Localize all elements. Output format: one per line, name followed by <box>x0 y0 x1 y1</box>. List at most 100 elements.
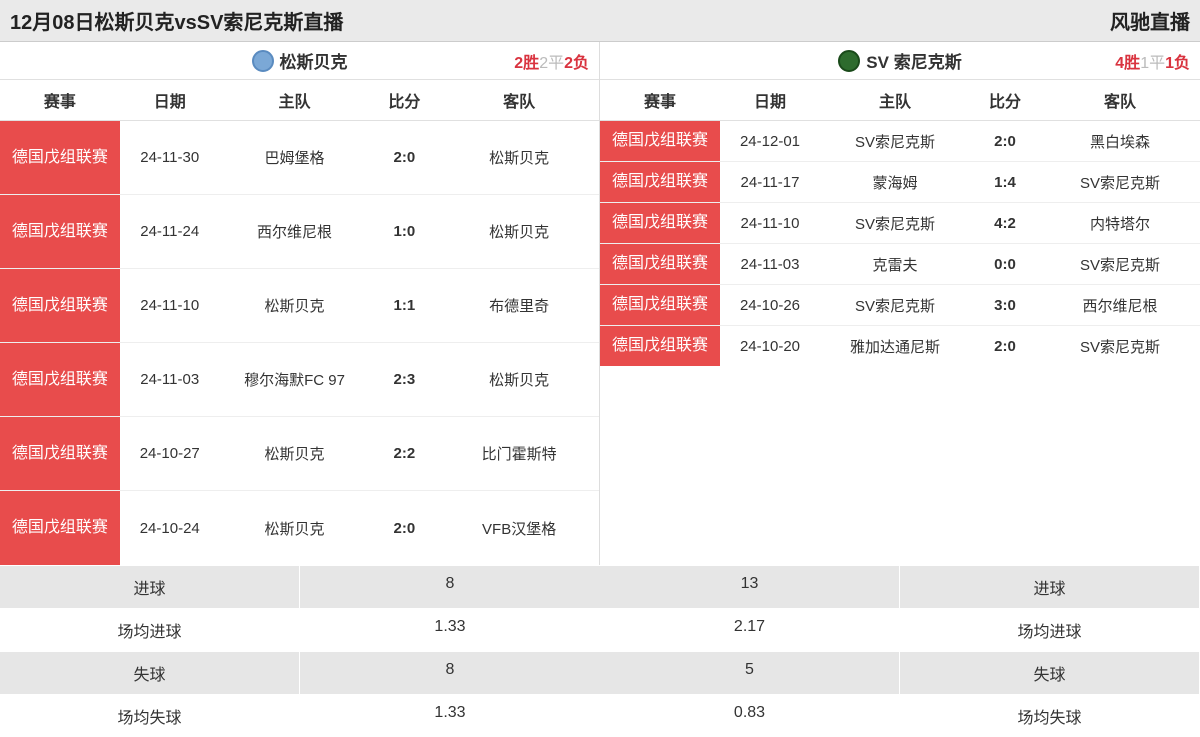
match-competition: 德国戊组联赛 <box>0 269 120 342</box>
stat-label-conceded: 失球 <box>0 652 300 694</box>
col-date-header: 日期 <box>120 80 220 120</box>
match-away-team: 松斯贝克 <box>439 195 599 268</box>
col-home-header: 主队 <box>820 80 970 120</box>
left-wins: 2胜 <box>514 55 539 72</box>
match-score: 3:0 <box>970 285 1040 325</box>
col-date-header: 日期 <box>720 80 820 120</box>
match-date: 24-11-03 <box>720 244 820 284</box>
right-team-header: SV 索尼克斯 4胜1平1负 <box>600 42 1200 80</box>
match-competition: 德国戊组联赛 <box>0 491 120 565</box>
match-row[interactable]: 德国戊组联赛24-11-10松斯贝克1:1布德里奇 <box>0 269 599 343</box>
match-away-team: SV索尼克斯 <box>1040 162 1200 202</box>
match-home-team: 西尔维尼根 <box>220 195 370 268</box>
stat-left-avg-goals: 1.33 <box>300 609 600 651</box>
match-home-team: 雅加达通尼斯 <box>820 326 970 366</box>
match-competition: 德国戊组联赛 <box>600 326 720 366</box>
match-score: 1:4 <box>970 162 1040 202</box>
match-row[interactable]: 德国戊组联赛24-11-17蒙海姆1:4SV索尼克斯 <box>600 162 1200 203</box>
stat-row-goals: 进球 8 <box>0 565 600 608</box>
stat-right-conceded: 5 <box>600 652 900 694</box>
match-away-team: 内特塔尔 <box>1040 203 1200 243</box>
stats-left: 进球 8 场均进球 1.33 失球 8 场均失球 1.33 <box>0 565 600 737</box>
stats-section: 进球 8 场均进球 1.33 失球 8 场均失球 1.33 13 进球 2.17… <box>0 565 1200 737</box>
match-home-team: SV索尼克斯 <box>820 285 970 325</box>
left-team-logo-icon <box>252 50 274 72</box>
match-score: 1:1 <box>369 269 439 342</box>
stat-label-avg-conceded: 场均失球 <box>900 695 1200 737</box>
match-row[interactable]: 德国戊组联赛24-12-01SV索尼克斯2:0黑白埃森 <box>600 121 1200 162</box>
match-date: 24-11-10 <box>720 203 820 243</box>
right-table-header: 赛事 日期 主队 比分 客队 <box>600 80 1200 121</box>
match-score: 2:2 <box>369 417 439 490</box>
match-home-team: 松斯贝克 <box>220 417 370 490</box>
col-away-header: 客队 <box>1040 80 1200 120</box>
stat-label-avg-goals: 场均进球 <box>0 609 300 651</box>
stat-label-conceded: 失球 <box>900 652 1200 694</box>
right-team-logo-icon <box>838 50 860 72</box>
match-score: 1:0 <box>369 195 439 268</box>
match-away-team: 西尔维尼根 <box>1040 285 1200 325</box>
stat-right-avg-conceded: 0.83 <box>600 695 900 737</box>
page-header: 12月08日松斯贝克vsSV索尼克斯直播 风驰直播 <box>0 0 1200 42</box>
match-away-team: 松斯贝克 <box>439 121 599 194</box>
match-home-team: 克雷夫 <box>820 244 970 284</box>
match-date: 24-11-17 <box>720 162 820 202</box>
stat-left-conceded: 8 <box>300 652 600 694</box>
stat-label-avg-conceded: 场均失球 <box>0 695 300 737</box>
match-home-team: 巴姆堡格 <box>220 121 370 194</box>
match-away-team: 松斯贝克 <box>439 343 599 416</box>
col-score-header: 比分 <box>369 80 439 120</box>
stat-row-avg-conceded: 场均失球 1.33 <box>0 694 600 737</box>
stats-right: 13 进球 2.17 场均进球 5 失球 0.83 场均失球 <box>600 565 1200 737</box>
stat-row-avg-conceded: 0.83 场均失球 <box>600 694 1200 737</box>
stat-left-avg-conceded: 1.33 <box>300 695 600 737</box>
right-draws: 1平 <box>1140 55 1165 72</box>
match-home-team: 松斯贝克 <box>220 269 370 342</box>
stat-row-conceded: 5 失球 <box>600 651 1200 694</box>
match-date: 24-11-10 <box>120 269 220 342</box>
col-away-header: 客队 <box>439 80 599 120</box>
stat-row-avg-goals: 场均进球 1.33 <box>0 608 600 651</box>
match-score: 2:0 <box>970 121 1040 161</box>
match-away-team: SV索尼克斯 <box>1040 326 1200 366</box>
match-competition: 德国戊组联赛 <box>600 244 720 284</box>
left-team-record: 2胜2平2负 <box>514 49 589 73</box>
match-row[interactable]: 德国戊组联赛24-11-10SV索尼克斯4:2内特塔尔 <box>600 203 1200 244</box>
match-date: 24-10-27 <box>120 417 220 490</box>
match-row[interactable]: 德国戊组联赛24-10-26SV索尼克斯3:0西尔维尼根 <box>600 285 1200 326</box>
match-competition: 德国戊组联赛 <box>0 195 120 268</box>
match-competition: 德国戊组联赛 <box>600 203 720 243</box>
page-title: 12月08日松斯贝克vsSV索尼克斯直播 <box>10 6 343 35</box>
match-away-team: VFB汉堡格 <box>439 491 599 565</box>
match-row[interactable]: 德国戊组联赛24-10-27松斯贝克2:2比门霍斯特 <box>0 417 599 491</box>
match-away-team: 比门霍斯特 <box>439 417 599 490</box>
col-comp-header: 赛事 <box>0 80 120 120</box>
left-draws: 2平 <box>539 55 564 72</box>
match-score: 0:0 <box>970 244 1040 284</box>
match-date: 24-11-24 <box>120 195 220 268</box>
match-competition: 德国戊组联赛 <box>600 285 720 325</box>
match-row[interactable]: 德国戊组联赛24-11-03穆尔海默FC 972:3松斯贝克 <box>0 343 599 417</box>
left-losses: 2负 <box>564 55 589 72</box>
match-row[interactable]: 德国戊组联赛24-10-20雅加达通尼斯2:0SV索尼克斯 <box>600 326 1200 366</box>
brand-label: 风驰直播 <box>1110 6 1190 35</box>
stat-left-goals: 8 <box>300 566 600 608</box>
right-losses: 1负 <box>1165 55 1190 72</box>
match-home-team: 蒙海姆 <box>820 162 970 202</box>
match-away-team: 布德里奇 <box>439 269 599 342</box>
match-competition: 德国戊组联赛 <box>0 417 120 490</box>
match-competition: 德国戊组联赛 <box>0 121 120 194</box>
content-area: 松斯贝克 2胜2平2负 赛事 日期 主队 比分 客队 德国戊组联赛24-11-3… <box>0 42 1200 565</box>
match-home-team: SV索尼克斯 <box>820 203 970 243</box>
match-home-team: 穆尔海默FC 97 <box>220 343 370 416</box>
match-row[interactable]: 德国戊组联赛24-10-24松斯贝克2:0VFB汉堡格 <box>0 491 599 565</box>
match-score: 2:3 <box>369 343 439 416</box>
right-team-name: SV 索尼克斯 <box>866 48 961 73</box>
match-date: 24-11-30 <box>120 121 220 194</box>
match-row[interactable]: 德国戊组联赛24-11-30巴姆堡格2:0松斯贝克 <box>0 121 599 195</box>
col-comp-header: 赛事 <box>600 80 720 120</box>
match-row[interactable]: 德国戊组联赛24-11-03克雷夫0:0SV索尼克斯 <box>600 244 1200 285</box>
left-team-header: 松斯贝克 2胜2平2负 <box>0 42 599 80</box>
match-row[interactable]: 德国戊组联赛24-11-24西尔维尼根1:0松斯贝克 <box>0 195 599 269</box>
stat-right-avg-goals: 2.17 <box>600 609 900 651</box>
